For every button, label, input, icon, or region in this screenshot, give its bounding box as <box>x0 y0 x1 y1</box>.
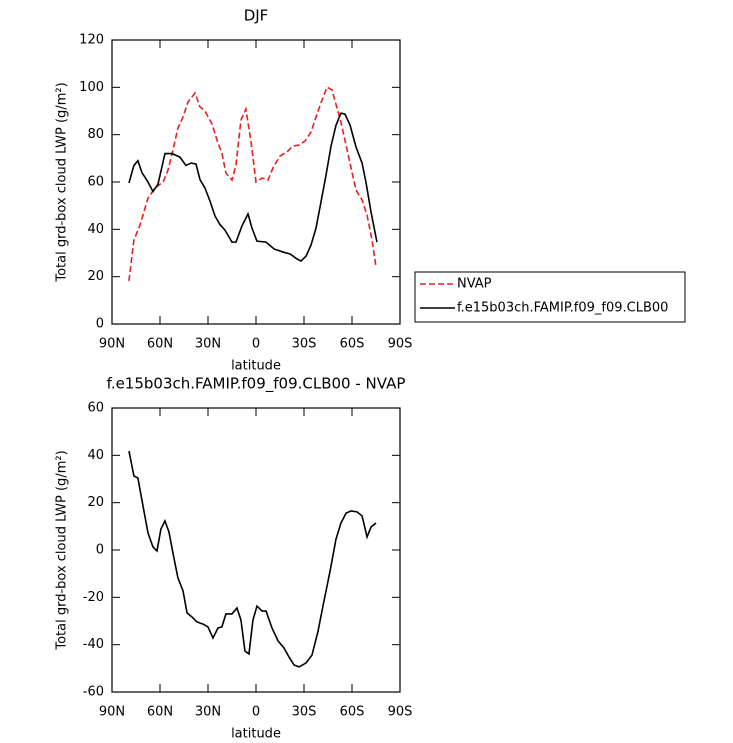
x-tick-label: 60N <box>147 337 173 352</box>
y-tick-label: -40 <box>83 637 104 652</box>
x-tick-label: 0 <box>252 705 260 720</box>
y-axis-label: Total grd-box cloud LWP (g/m²) <box>55 82 70 282</box>
chart-title: DJF <box>244 7 269 25</box>
y-tick-label: 80 <box>87 127 104 142</box>
x-tick-label: 30N <box>195 705 221 720</box>
legend-box <box>414 271 686 323</box>
y-tick-label: 20 <box>87 269 104 284</box>
y-tick-label: 60 <box>87 175 104 190</box>
y-tick-label: 20 <box>87 495 104 510</box>
x-axis-label: latitude <box>231 359 281 374</box>
x-tick-label: 60S <box>340 705 365 720</box>
y-tick-label: 100 <box>79 80 104 95</box>
x-axis-label: latitude <box>231 727 281 742</box>
data-line <box>128 85 377 282</box>
y-tick-label: 60 <box>87 401 104 416</box>
x-tick-label: 60S <box>340 337 365 352</box>
plot-frame <box>111 39 401 325</box>
y-tick-label: 40 <box>87 448 104 463</box>
x-tick-label: 90N <box>99 705 125 720</box>
y-tick-label: 0 <box>96 543 104 558</box>
x-tick-label: 90N <box>99 337 125 352</box>
x-tick-label: 0 <box>252 337 260 352</box>
x-tick-label: 90S <box>388 705 413 720</box>
data-line <box>128 112 378 263</box>
x-tick-label: 30S <box>292 705 317 720</box>
x-tick-label: 60N <box>147 705 173 720</box>
y-axis-label: Total grd-box cloud LWP (g/m²) <box>55 450 70 650</box>
y-tick-label: -20 <box>83 590 104 605</box>
legend-label: f.e15b03ch.FAMIP.f09_f09.CLB00 <box>457 301 668 316</box>
chart-title: f.e15b03ch.FAMIP.f09_f09.CLB00 - NVAP <box>107 375 406 394</box>
y-tick-label: 40 <box>87 222 104 237</box>
legend-label: NVAP <box>457 277 492 292</box>
plot-frame <box>111 407 401 693</box>
y-tick-label: -60 <box>83 685 104 700</box>
x-tick-label: 90S <box>388 337 413 352</box>
x-tick-label: 30N <box>195 337 221 352</box>
y-tick-label: 0 <box>96 317 104 332</box>
y-tick-label: 120 <box>79 33 104 48</box>
x-tick-label: 30S <box>292 337 317 352</box>
data-line <box>128 450 377 668</box>
